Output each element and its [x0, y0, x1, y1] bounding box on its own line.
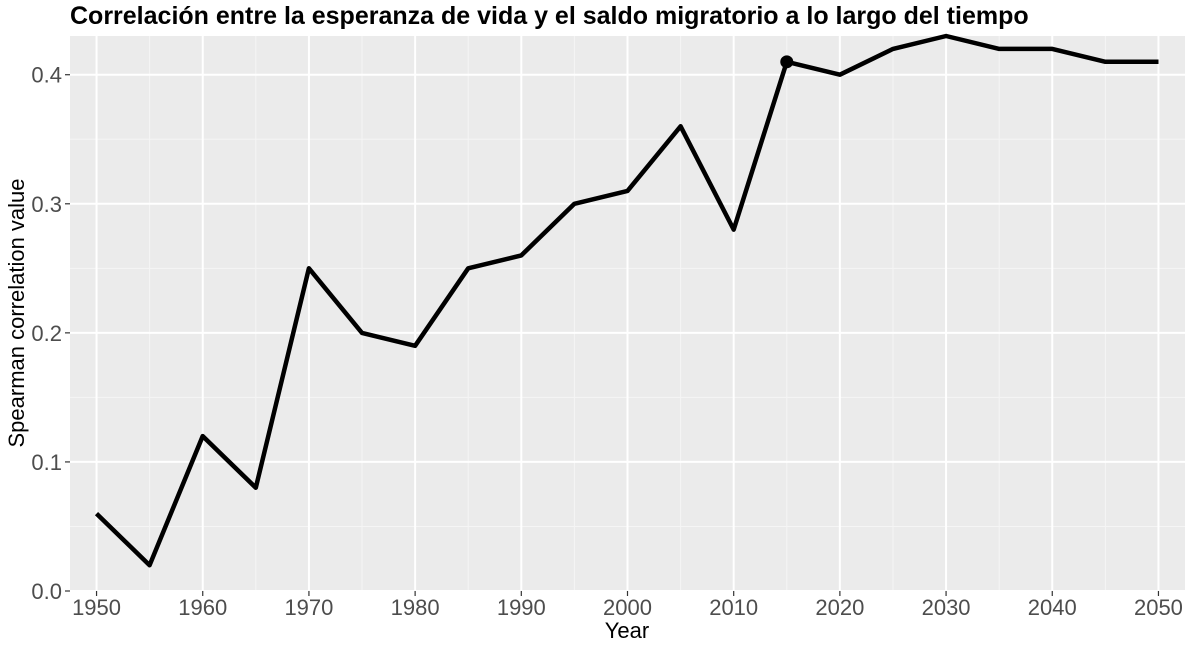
x-tick-label: 2040 — [1028, 595, 1077, 620]
grid-lines — [70, 36, 1185, 592]
x-tick-label: 2010 — [709, 595, 758, 620]
y-tick-labels: 0.0 0.1 0.2 0.3 0.4 — [31, 63, 62, 604]
x-tick-label: 1970 — [284, 595, 333, 620]
highlight-point — [780, 55, 794, 69]
x-tick-label: 2050 — [1134, 595, 1183, 620]
x-axis-title: Year — [605, 618, 649, 643]
y-tick-label: 0.4 — [31, 63, 62, 88]
series-line — [94, 33, 1159, 568]
x-tick-label: 2030 — [922, 595, 971, 620]
x-tick-label: 1960 — [178, 595, 227, 620]
x-tick-label: 1980 — [391, 595, 440, 620]
axis-ticks — [65, 74, 1160, 596]
y-tick-label: 0.3 — [31, 192, 62, 217]
y-tick-label: 0.2 — [31, 321, 62, 346]
series-layer — [94, 33, 1159, 568]
y-tick-label: 0.0 — [31, 579, 62, 604]
x-tick-label: 1950 — [72, 595, 121, 620]
x-tick-label: 2000 — [603, 595, 652, 620]
x-tick-label: 2020 — [815, 595, 864, 620]
x-tick-labels: 1950 1960 1970 1980 1990 2000 2010 2020 2030 2040… — [72, 595, 1183, 620]
y-tick-label: 0.1 — [31, 450, 62, 475]
chart-title: Correlación entre la esperanza de vida y… — [70, 2, 1029, 30]
y-axis-title: Spearman correlation value — [4, 178, 29, 447]
x-tick-label: 1990 — [497, 595, 546, 620]
